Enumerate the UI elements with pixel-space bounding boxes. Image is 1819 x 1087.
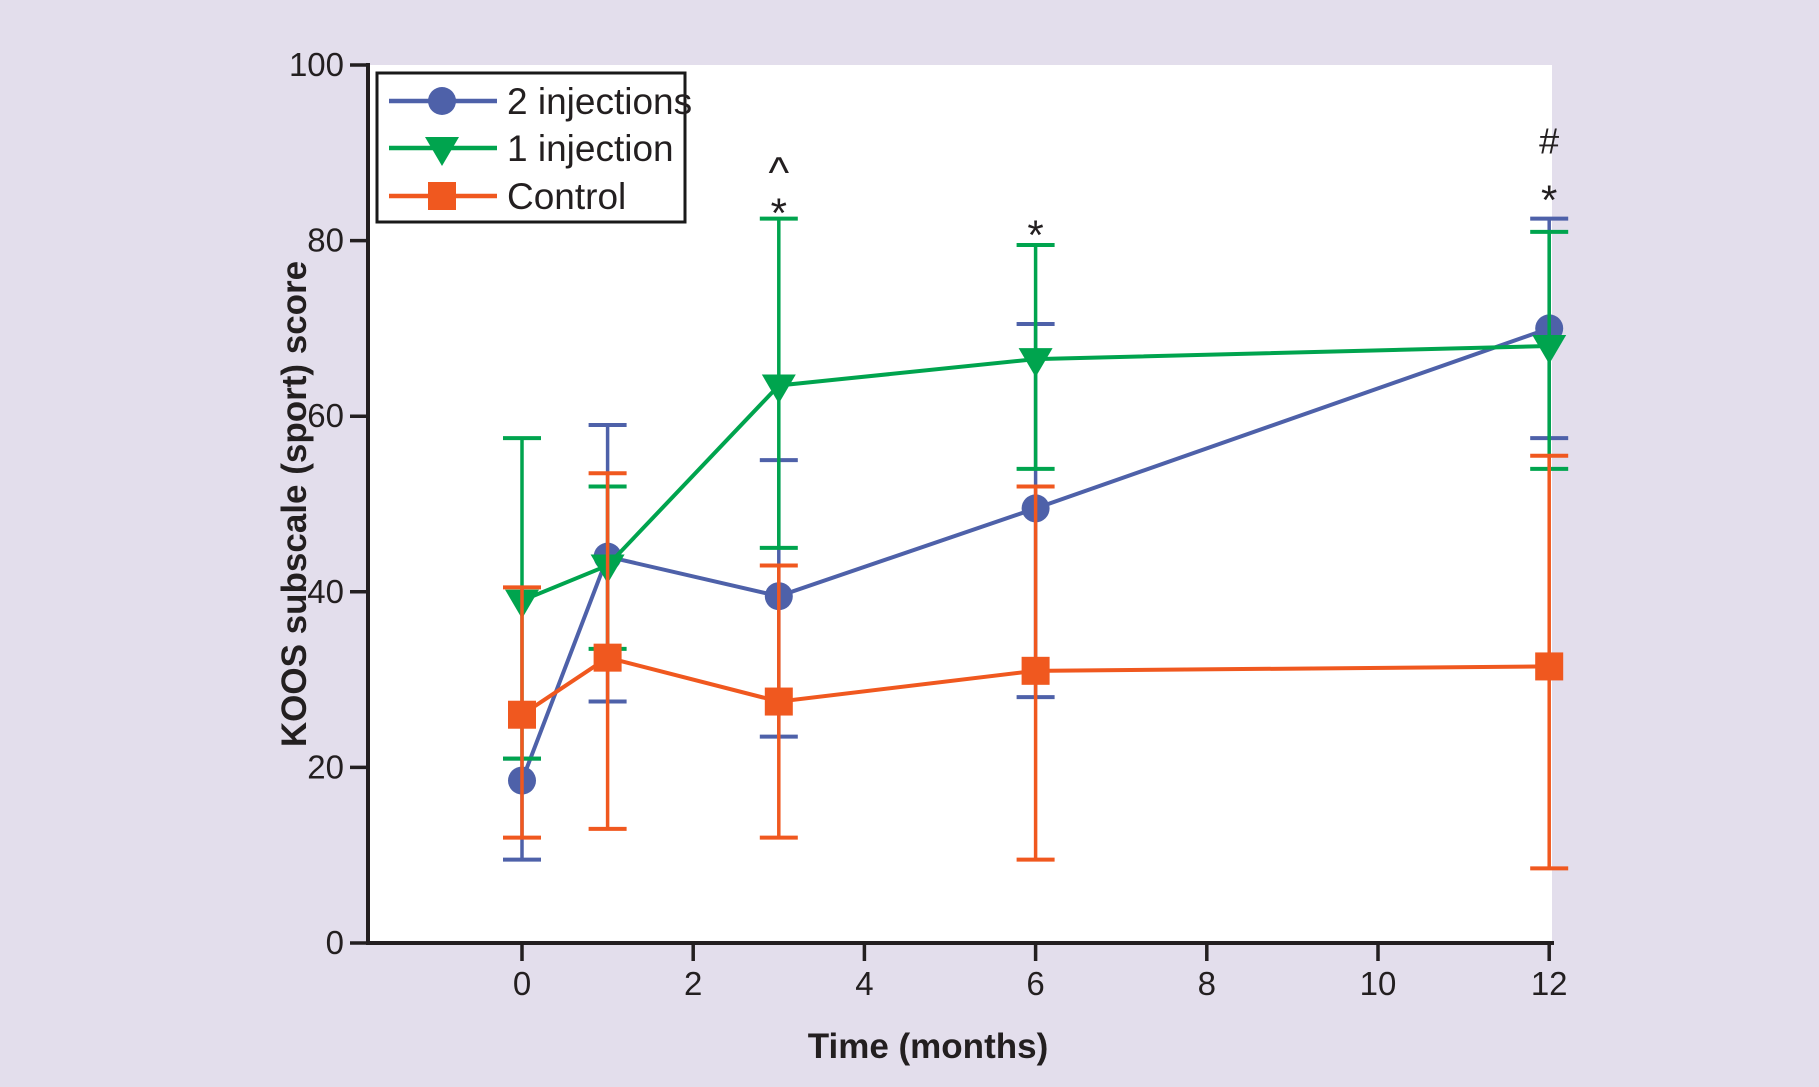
legend: 2 injections 1 injection Control bbox=[375, 71, 692, 224]
data-point-control bbox=[593, 643, 622, 672]
significance-marker: * bbox=[771, 189, 787, 236]
x-tick-label: 12 bbox=[1531, 965, 1568, 1002]
y-tick-label: 100 bbox=[289, 46, 344, 83]
series-control bbox=[503, 453, 1569, 871]
legend-label: 2 injections bbox=[507, 81, 692, 122]
significance-marker: * bbox=[1541, 176, 1557, 223]
legend-item-2-injections: 2 injections bbox=[389, 81, 692, 122]
x-axis-title: Time (months) bbox=[808, 1027, 1048, 1066]
x-tick-label: 2 bbox=[684, 965, 702, 1002]
y-tick-label: 0 bbox=[326, 924, 344, 961]
significance-marker: * bbox=[1027, 211, 1043, 258]
legend-marker-circle bbox=[428, 87, 456, 115]
y-tick-label: 20 bbox=[307, 748, 344, 785]
y-tick-label: 40 bbox=[307, 573, 344, 610]
legend-label: 1 injection bbox=[507, 128, 674, 169]
x-tick-label: 4 bbox=[855, 965, 873, 1002]
data-point-control bbox=[764, 687, 793, 716]
significance-marker: # bbox=[1539, 121, 1559, 162]
legend-marker-triangle bbox=[425, 137, 459, 166]
data-point-control bbox=[1021, 656, 1050, 685]
legend-marker-square bbox=[428, 182, 456, 210]
data-point-1-injection bbox=[1532, 334, 1567, 364]
axes: 0 20 40 60 80 100 0 2 4 6 8 10 12 bbox=[289, 46, 1568, 1002]
data-point-1-injection bbox=[1018, 348, 1053, 378]
x-tick-label: 6 bbox=[1026, 965, 1044, 1002]
data-point-1-injection bbox=[761, 374, 796, 404]
legend-label: Control bbox=[507, 176, 626, 217]
legend-item-1-injection: 1 injection bbox=[389, 128, 674, 169]
y-tick-label: 80 bbox=[307, 222, 344, 259]
legend-item-control: Control bbox=[389, 176, 626, 217]
y-axis-title: KOOS subscale (sport) score bbox=[275, 261, 314, 747]
x-tick-label: 10 bbox=[1360, 965, 1397, 1002]
data-point-control bbox=[508, 700, 536, 729]
data-point-control bbox=[1535, 652, 1564, 681]
x-tick-label: 8 bbox=[1198, 965, 1216, 1002]
x-tick-label: 0 bbox=[513, 965, 531, 1002]
y-tick-label: 60 bbox=[307, 397, 344, 434]
significance-marker: ^ bbox=[768, 149, 789, 198]
